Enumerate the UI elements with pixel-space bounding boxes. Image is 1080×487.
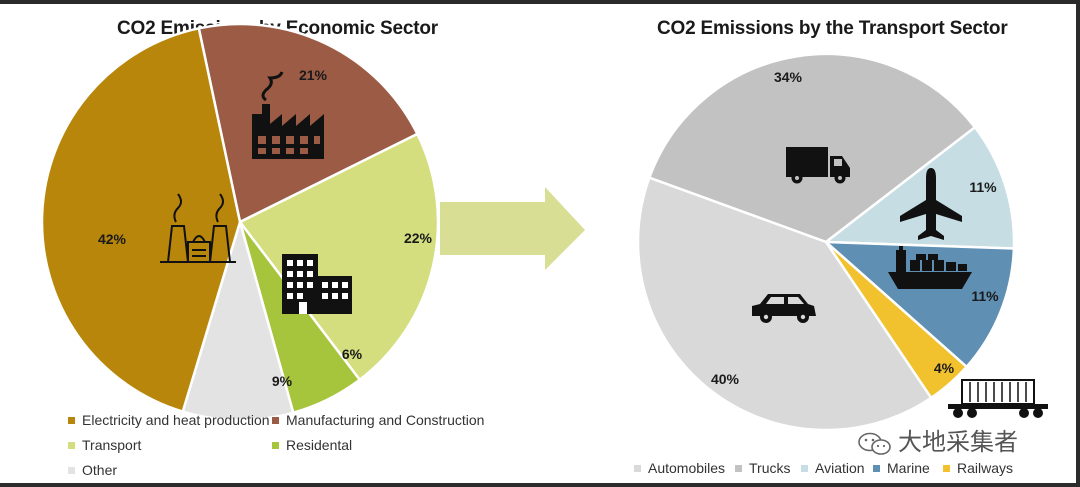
airplane-icon — [900, 168, 962, 240]
right-pie — [636, 52, 1016, 432]
legend-label: Aviation — [815, 460, 865, 476]
pct-label-aviation: 11% — [969, 179, 997, 195]
pct-label-electricity: 42% — [98, 231, 127, 247]
legend-item-automobiles: Automobiles — [634, 460, 725, 476]
legend-swatch — [943, 464, 950, 472]
right-chart-title: CO2 Emissions by the Transport Sector — [657, 18, 1008, 39]
left-slice-transport — [238, 132, 440, 382]
left-pie — [40, 22, 440, 422]
pct-label-manufacturing: 21% — [299, 67, 328, 83]
legend-item-aviation: Aviation — [801, 460, 865, 476]
legend-label: Trucks — [749, 460, 791, 476]
legend-swatch — [68, 441, 75, 449]
arrow-shape — [440, 187, 585, 270]
legend-label: Other — [82, 462, 118, 478]
legend-label: Electricity and heat production — [82, 412, 270, 428]
legend-item-transport: Transport — [68, 437, 141, 453]
car-icon — [752, 294, 816, 323]
legend-swatch — [272, 441, 279, 449]
pct-label-other: 9% — [272, 373, 293, 389]
legend-item-trucks: Trucks — [735, 460, 790, 476]
train-icon — [948, 379, 1048, 418]
legend-item-residental: Residental — [272, 437, 352, 453]
legend-label: Residental — [286, 437, 353, 453]
legend-label: Railways — [957, 460, 1014, 476]
ship-icon — [888, 246, 972, 289]
pct-label-trucks: 34% — [774, 69, 803, 85]
legend-item-other: Other — [68, 462, 117, 478]
legend-item-marine: Marine — [873, 460, 930, 476]
charts-svg: 42% 21% 22% 6% 9% 40% 34% 11% 11% 4% — [40, 22, 1048, 432]
factory-icon — [252, 71, 324, 159]
legend-item-railways: Railways — [943, 460, 1013, 476]
right-slice-aviation — [822, 125, 1016, 250]
pct-label-marine: 11% — [971, 288, 999, 304]
legend-swatch — [801, 464, 808, 472]
legend-swatch — [873, 464, 880, 472]
legend-swatch — [272, 416, 279, 424]
legend-label: Manufacturing and Construction — [286, 412, 485, 428]
legend-label: Marine — [887, 460, 930, 476]
power-plant-icon — [160, 193, 236, 263]
left-slice-other — [181, 217, 295, 422]
pct-label-transport: 22% — [404, 230, 433, 246]
watermark: 大地采集者 — [858, 422, 1018, 457]
legend-swatch — [68, 416, 75, 424]
legend-swatch — [735, 464, 742, 472]
legend-label: Transport — [82, 437, 142, 453]
left-slice-electricity-and-heat-production — [40, 26, 242, 414]
pct-label-residental: 6% — [342, 346, 363, 362]
legend-item-manufacturing: Manufacturing and Construction — [272, 412, 484, 428]
truck-icon — [786, 147, 850, 184]
building-icon — [282, 254, 352, 314]
pct-label-railways: 4% — [934, 360, 955, 376]
watermark-text: 大地采集者 — [898, 429, 1018, 456]
pct-label-automobiles: 40% — [711, 371, 740, 387]
legend-label: Automobiles — [648, 460, 726, 476]
legend-item-electricity: Electricity and heat production — [68, 412, 270, 428]
legend-swatch — [634, 464, 641, 472]
wechat-icon — [858, 432, 891, 455]
legend-swatch — [68, 466, 75, 474]
